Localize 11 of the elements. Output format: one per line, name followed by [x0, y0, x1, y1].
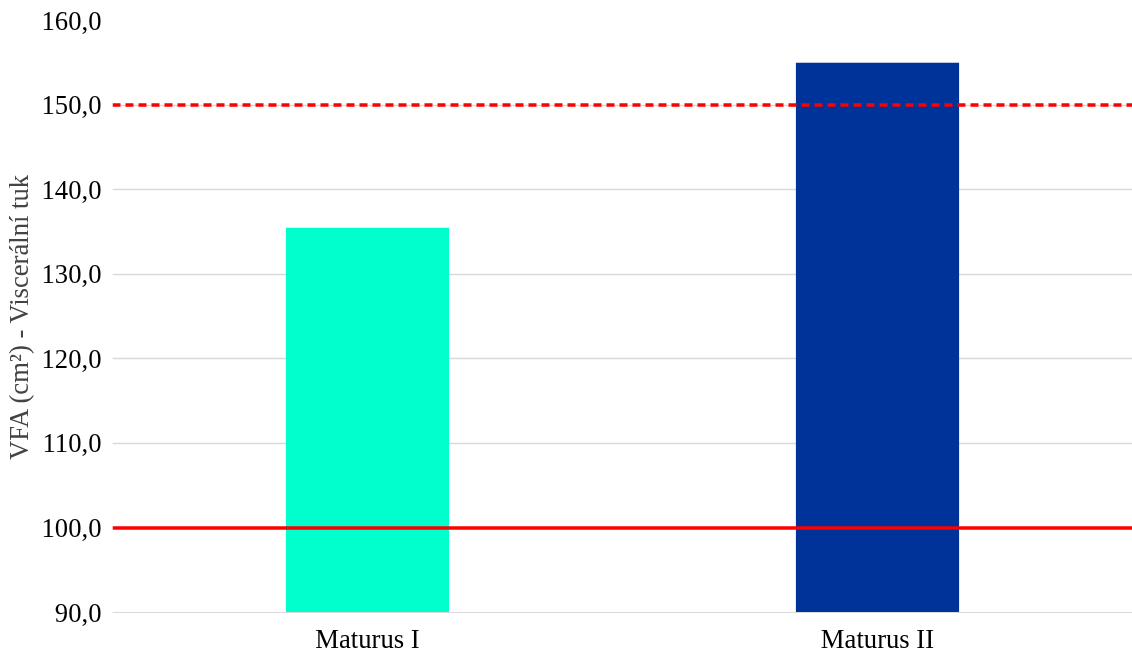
y-tick-label: 100,0: [41, 512, 102, 543]
x-tick-label: Maturus II: [820, 623, 935, 654]
x-tick-label: Maturus I: [315, 623, 420, 654]
y-tick-label: 120,0: [41, 343, 102, 374]
y-tick-label: 90,0: [54, 597, 102, 628]
y-tick-label: 130,0: [41, 259, 102, 290]
y-tick-label: 110,0: [42, 428, 102, 459]
y-axis-title: VFA (cm²) - Viscerální tuk: [3, 174, 34, 461]
y-tick-label: 140,0: [41, 174, 102, 205]
y-tick-label: 150,0: [41, 90, 102, 121]
y-tick-label: 160,0: [41, 5, 102, 36]
